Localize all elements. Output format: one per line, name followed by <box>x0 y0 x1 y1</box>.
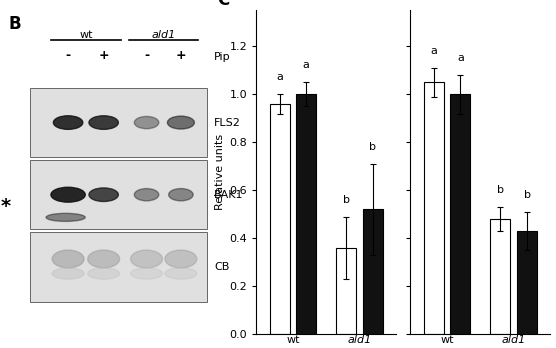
Ellipse shape <box>167 116 195 129</box>
Text: a: a <box>276 72 283 82</box>
Ellipse shape <box>53 116 83 129</box>
Text: wt: wt <box>79 30 93 40</box>
Ellipse shape <box>52 250 84 268</box>
Text: b: b <box>524 190 530 200</box>
Ellipse shape <box>89 188 118 201</box>
Bar <box>270 104 290 334</box>
Ellipse shape <box>168 189 193 201</box>
Bar <box>363 209 383 334</box>
Text: C: C <box>217 0 229 9</box>
Ellipse shape <box>165 250 197 268</box>
Ellipse shape <box>52 268 84 279</box>
Ellipse shape <box>88 268 120 279</box>
Bar <box>296 94 316 334</box>
Text: +: + <box>98 49 109 62</box>
Text: CB: CB <box>214 262 230 272</box>
Text: -: - <box>66 49 71 62</box>
Bar <box>424 82 444 334</box>
Text: ald1: ald1 <box>152 30 176 40</box>
Text: Pip: Pip <box>214 52 231 62</box>
Ellipse shape <box>51 187 85 202</box>
Bar <box>336 248 356 334</box>
Text: FLS2: FLS2 <box>214 118 241 128</box>
Text: b: b <box>369 142 376 152</box>
Y-axis label: Relative units: Relative units <box>215 134 225 210</box>
Ellipse shape <box>88 250 120 268</box>
Ellipse shape <box>131 250 162 268</box>
Ellipse shape <box>131 268 162 279</box>
Text: a: a <box>457 53 464 63</box>
Bar <box>30 160 207 229</box>
Text: b: b <box>342 195 350 205</box>
Text: BAK1: BAK1 <box>214 190 244 200</box>
Bar <box>517 231 537 334</box>
Text: a: a <box>303 60 310 70</box>
Text: +: + <box>176 49 186 62</box>
Bar <box>30 232 207 302</box>
Ellipse shape <box>135 189 159 201</box>
Ellipse shape <box>165 268 197 279</box>
Text: -: - <box>144 49 149 62</box>
Text: B: B <box>8 15 21 33</box>
Bar <box>30 88 207 157</box>
Ellipse shape <box>46 213 85 221</box>
Text: *: * <box>1 197 11 215</box>
Ellipse shape <box>135 117 159 129</box>
Bar <box>490 219 510 334</box>
Bar <box>450 94 470 334</box>
Text: b: b <box>497 185 504 195</box>
Ellipse shape <box>89 116 118 129</box>
Text: a: a <box>430 46 437 56</box>
